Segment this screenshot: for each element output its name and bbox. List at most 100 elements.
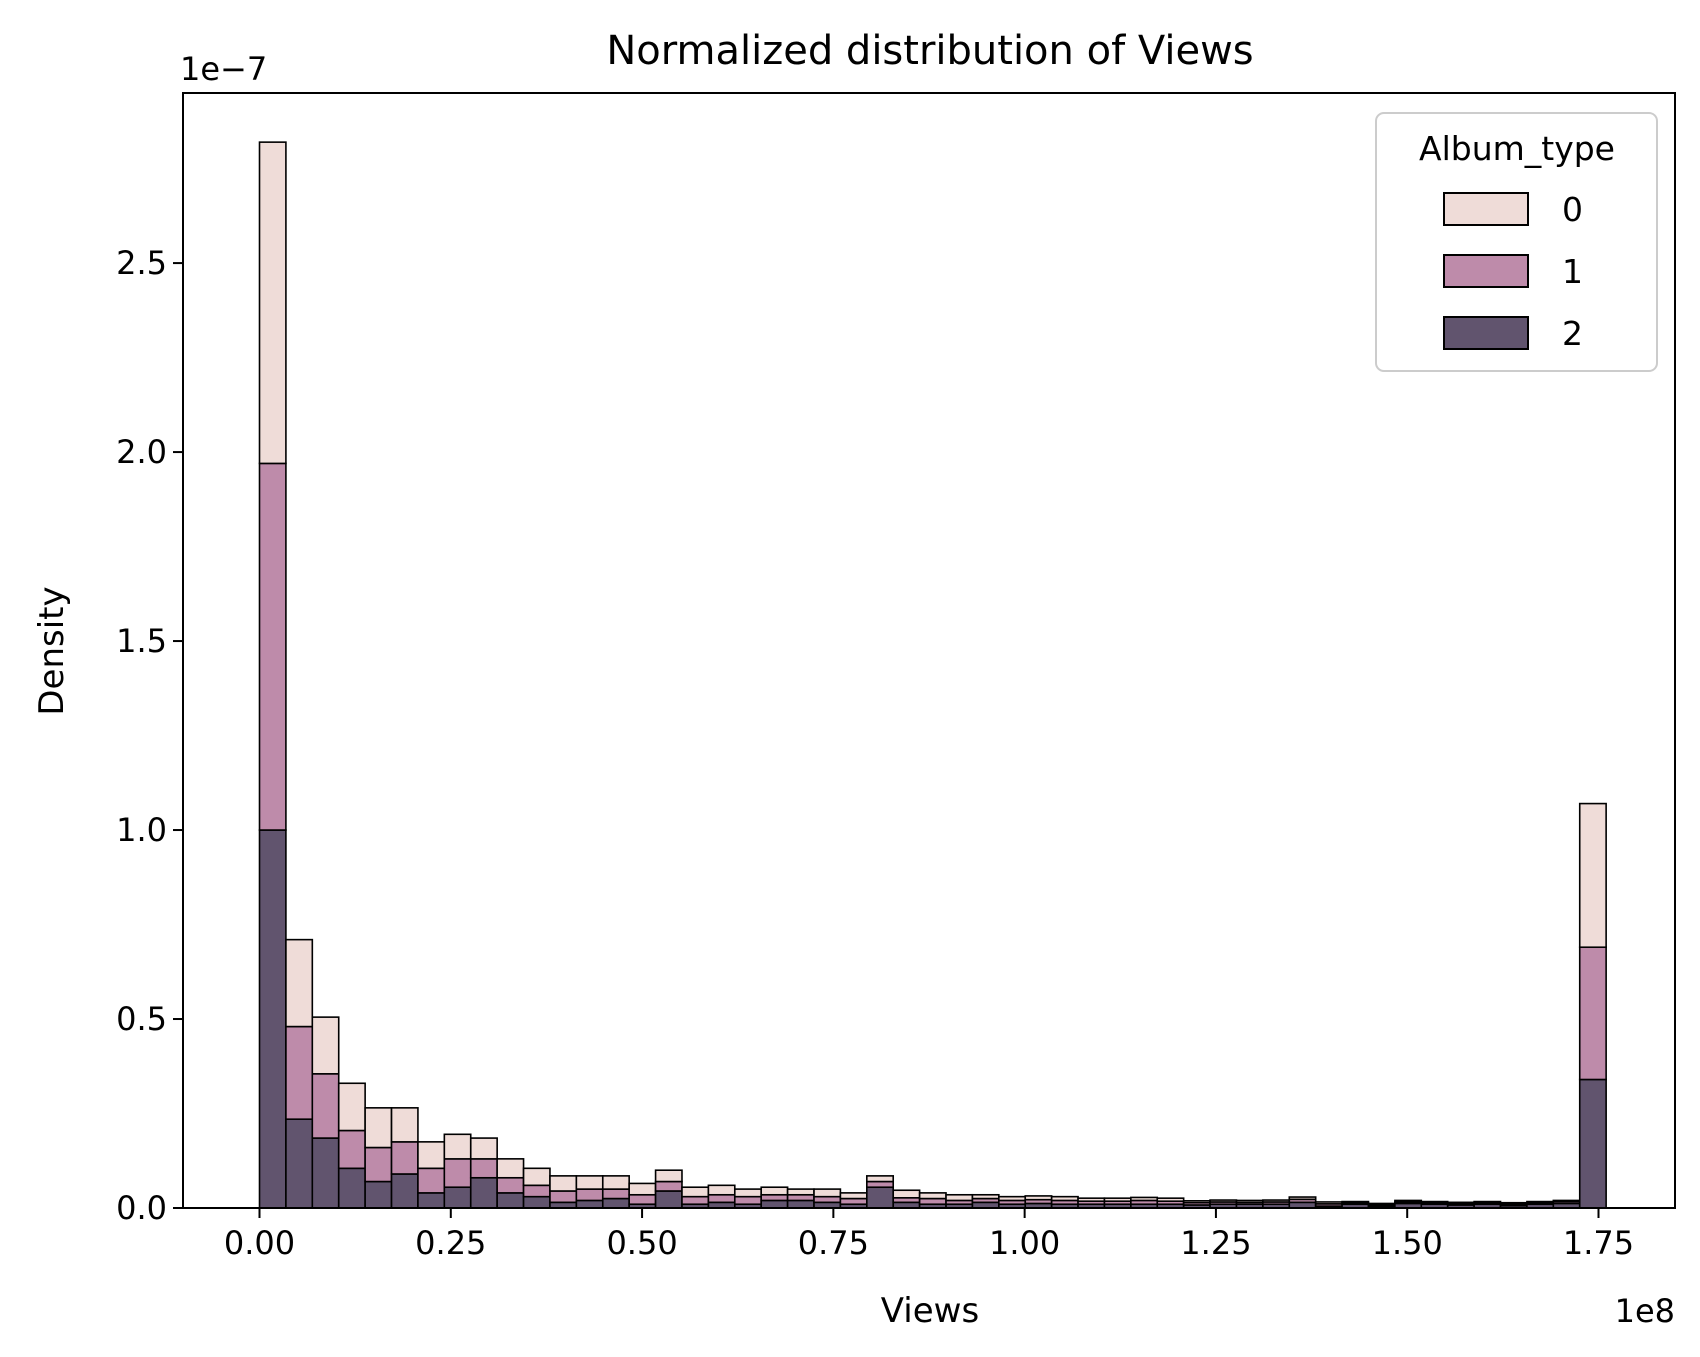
bar-series-1-bin-5 (390, 1141, 419, 1175)
bar-series-0-bin-19 (760, 1186, 789, 1196)
bar-series-2-bin-13 (601, 1197, 630, 1209)
bar-series-0-bin-25 (918, 1192, 947, 1200)
bar-series-0-bin-49 (1552, 1199, 1581, 1203)
bar-series-0-bin-22 (839, 1192, 868, 1200)
bar-series-0-bin-24 (892, 1189, 921, 1199)
bar-series-0-bin-16 (681, 1186, 710, 1198)
bar-series-0-bin-15 (654, 1169, 683, 1183)
legend-swatch-0 (1443, 192, 1529, 226)
x-tick-label: 1.25 (1180, 1224, 1251, 1262)
bar-series-2-bin-23 (866, 1186, 895, 1209)
bar-series-1-bin-18 (733, 1195, 762, 1206)
legend-title: Album_type (1419, 129, 1615, 168)
bar-series-0-bin-43 (1394, 1199, 1423, 1203)
bar-series-1-bin-7 (443, 1158, 472, 1189)
bar-series-0-bin-17 (707, 1184, 736, 1196)
y-tick-label: 1.0 (116, 811, 167, 849)
bar-series-0-bin-41 (1341, 1200, 1370, 1204)
bar-series-0-bin-26 (945, 1193, 974, 1202)
bar-series-2-bin-1 (285, 1118, 314, 1209)
bar-series-0-bin-37 (1235, 1199, 1264, 1204)
bar-series-0-bin-18 (733, 1188, 762, 1198)
legend-swatch-2 (1443, 316, 1529, 350)
x-tick-label: 0.00 (224, 1224, 295, 1262)
bar-series-0-bin-48 (1526, 1200, 1555, 1204)
bar-series-0-bin-28 (998, 1195, 1027, 1202)
bar-series-0-bin-7 (443, 1133, 472, 1160)
bar-series-1-bin-25 (918, 1197, 947, 1206)
bar-series-1-bin-0 (258, 462, 287, 831)
bar-series-1-bin-19 (760, 1193, 789, 1202)
bar-series-2-bin-10 (522, 1195, 551, 1209)
bar-series-1-bin-13 (601, 1188, 630, 1200)
bar-series-1-bin-12 (575, 1188, 604, 1202)
x-axis-label: Views (881, 1291, 979, 1331)
x-tick-label: 1.00 (989, 1224, 1060, 1262)
y-axis-ticks: 0.0 0.5 1.0 1.5 2.0 2.5 (116, 244, 183, 1227)
bar-series-1-bin-16 (681, 1195, 710, 1206)
bar-series-1-bin-17 (707, 1193, 736, 1204)
bar-series-0-bin-5 (390, 1107, 419, 1143)
x-tick-label: 0.75 (798, 1224, 869, 1262)
bar-series-0-bin-46 (1473, 1200, 1502, 1204)
x-tick-label: 0.50 (606, 1224, 677, 1262)
bar-series-1-bin-8 (469, 1158, 498, 1179)
bar-series-2-bin-9 (496, 1192, 525, 1209)
bar-series-1-bin-9 (496, 1176, 525, 1194)
legend-label-0: 0 (1562, 190, 1583, 229)
bar-series-0-bin-2 (311, 1016, 340, 1075)
x-tick-label: 1.50 (1372, 1224, 1443, 1262)
y-axis-label: Density (32, 586, 72, 715)
bar-series-0-bin-8 (469, 1137, 498, 1160)
bar-series-1-bin-50 (1578, 946, 1607, 1081)
bar-series-0-bin-11 (549, 1175, 578, 1192)
y-tick-label: 1.5 (116, 622, 167, 660)
bar-series-0-bin-23 (866, 1175, 895, 1183)
bar-series-1-bin-20 (786, 1193, 815, 1202)
bar-series-1-bin-3 (337, 1129, 366, 1170)
bar-series-0-bin-9 (496, 1158, 525, 1179)
legend: Album_type 0 1 2 (1375, 112, 1658, 372)
bar-series-1-bin-22 (839, 1197, 868, 1206)
bar-series-0-bin-42 (1367, 1202, 1396, 1206)
bar-series-1-bin-21 (813, 1195, 842, 1204)
bar-series-0-bin-20 (786, 1188, 815, 1196)
plot-frame (182, 92, 1676, 1209)
bar-series-0-bin-45 (1446, 1201, 1475, 1205)
bar-series-2-bin-7 (443, 1186, 472, 1209)
bar-series-1-bin-4 (364, 1146, 393, 1183)
bar-series-2-bin-15 (654, 1190, 683, 1209)
y-tick-label: 0.5 (116, 1000, 167, 1038)
bar-series-0-bin-27 (971, 1193, 1000, 1200)
bar-series-2-bin-50 (1578, 1078, 1607, 1209)
x-axis-ticks: 0.00 0.25 0.50 0.75 1.00 1.25 1.50 1.75 (224, 1208, 1634, 1262)
bar-series-2-bin-20 (786, 1199, 815, 1209)
bar-series-0-bin-38 (1262, 1199, 1291, 1203)
bar-series-2-bin-0 (258, 829, 287, 1209)
bar-series-2-bin-4 (364, 1180, 393, 1209)
legend-box (1375, 112, 1658, 372)
bar-series-2-bin-6 (417, 1192, 446, 1209)
bar-series-0-bin-31 (1077, 1197, 1106, 1202)
legend-label-2: 2 (1562, 314, 1583, 353)
bar-series-0-bin-32 (1103, 1197, 1132, 1202)
bar-series-0-bin-33 (1130, 1196, 1159, 1202)
bar-series-1-bin-23 (866, 1180, 895, 1189)
x-tick-label: 1.75 (1563, 1224, 1634, 1262)
legend-label-1: 1 (1562, 252, 1583, 291)
bar-series-0-bin-35 (1182, 1200, 1211, 1204)
bar-series-0-bin-29 (1024, 1195, 1053, 1201)
chart-title: Normalized distribution of Views (606, 28, 1253, 74)
bar-series-0-bin-39 (1288, 1196, 1317, 1201)
bar-series-2-bin-2 (311, 1137, 340, 1209)
bar-series-0-bin-3 (337, 1082, 366, 1132)
x-tick-label: 0.25 (415, 1224, 486, 1262)
bars-group (258, 141, 1607, 1209)
bar-series-0-bin-21 (813, 1188, 842, 1198)
bar-series-0-bin-1 (285, 938, 314, 1028)
bar-series-0-bin-44 (1420, 1200, 1449, 1204)
bar-series-0-bin-14 (628, 1182, 657, 1196)
bar-series-0-bin-47 (1499, 1201, 1528, 1206)
bar-series-1-bin-1 (285, 1025, 314, 1120)
bar-series-0-bin-4 (364, 1107, 393, 1149)
